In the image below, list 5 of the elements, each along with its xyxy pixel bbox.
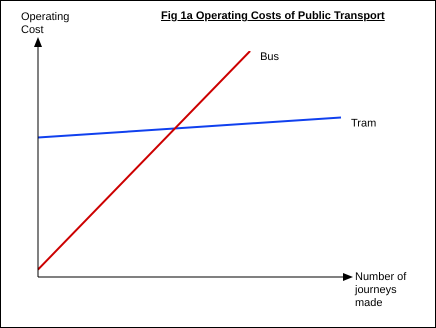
series-label: Bus [260,51,280,64]
series-label: Tram [351,117,376,130]
y-axis-title: Operating Cost [21,11,70,37]
chart-title: Fig 1a Operating Costs of Public Transport [161,10,385,22]
x-axis-title: Number of journeys made [355,271,408,310]
